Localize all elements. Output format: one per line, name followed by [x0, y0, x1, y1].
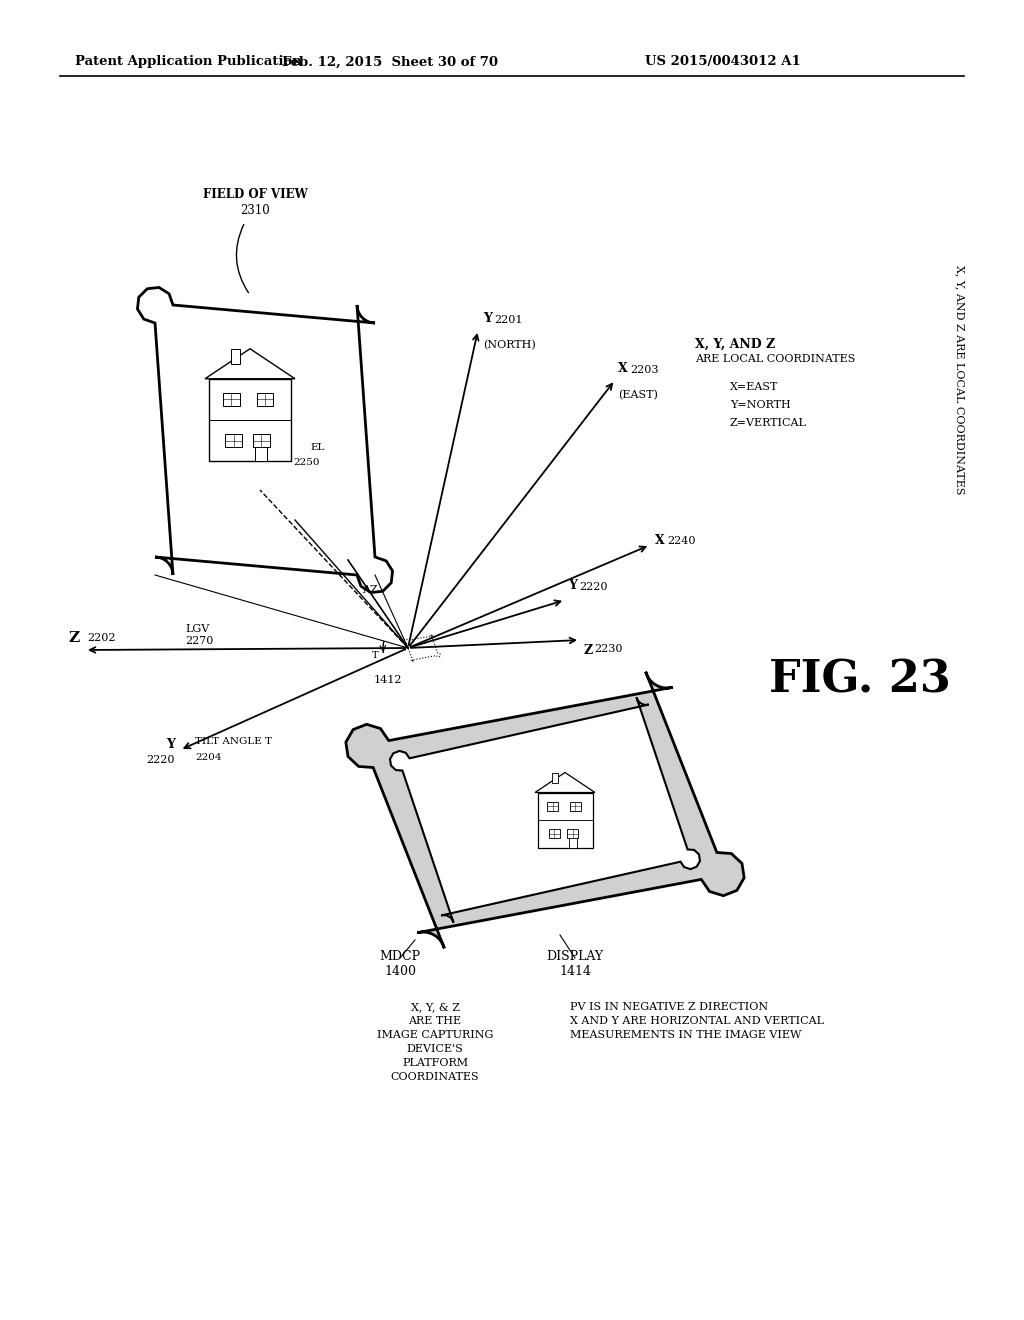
- Text: DEVICE'S: DEVICE'S: [407, 1044, 464, 1053]
- Text: Y: Y: [568, 579, 577, 591]
- Text: FIG. 23: FIG. 23: [769, 659, 951, 701]
- Bar: [567, 829, 578, 838]
- Text: Patent Application Publication: Patent Application Publication: [75, 55, 302, 69]
- Text: 2230: 2230: [594, 644, 623, 653]
- Text: Z: Z: [69, 631, 80, 645]
- Polygon shape: [205, 348, 295, 379]
- Bar: [547, 801, 558, 810]
- Text: X: X: [618, 362, 628, 375]
- Text: Y: Y: [166, 738, 175, 751]
- Text: EL: EL: [310, 444, 325, 451]
- Bar: [255, 441, 267, 461]
- Bar: [538, 792, 593, 847]
- Polygon shape: [137, 288, 392, 593]
- Text: X=EAST: X=EAST: [730, 381, 778, 392]
- Text: X, Y, AND Z: X, Y, AND Z: [695, 338, 775, 351]
- Text: 2240: 2240: [667, 536, 695, 546]
- Text: Feb. 12, 2015  Sheet 30 of 70: Feb. 12, 2015 Sheet 30 of 70: [282, 55, 498, 69]
- Text: X, Y, AND Z ARE LOCAL COORDINATES: X, Y, AND Z ARE LOCAL COORDINATES: [955, 265, 965, 495]
- Text: FIELD OF VIEW: FIELD OF VIEW: [203, 189, 307, 202]
- Text: 2270: 2270: [185, 636, 213, 645]
- Text: X AND Y ARE HORIZONTAL AND VERTICAL: X AND Y ARE HORIZONTAL AND VERTICAL: [570, 1016, 824, 1026]
- Text: IMAGE CAPTURING: IMAGE CAPTURING: [377, 1030, 494, 1040]
- Text: LGV: LGV: [185, 624, 209, 634]
- Polygon shape: [230, 348, 240, 364]
- Text: T: T: [372, 652, 378, 660]
- Text: 1400: 1400: [384, 965, 416, 978]
- Text: US 2015/0043012 A1: US 2015/0043012 A1: [645, 55, 801, 69]
- Text: 2203: 2203: [630, 366, 658, 375]
- Text: 2220: 2220: [579, 582, 607, 591]
- Polygon shape: [535, 772, 595, 792]
- Text: PV IS IN NEGATIVE Z DIRECTION: PV IS IN NEGATIVE Z DIRECTION: [570, 1002, 768, 1012]
- Text: (EAST): (EAST): [618, 389, 657, 400]
- Bar: [209, 379, 291, 461]
- Text: 1412: 1412: [374, 675, 402, 685]
- Text: MDCP: MDCP: [380, 950, 421, 964]
- Text: 2250: 2250: [293, 458, 319, 467]
- Bar: [223, 392, 240, 407]
- Text: 2310: 2310: [240, 203, 270, 216]
- Text: COORDINATES: COORDINATES: [391, 1072, 479, 1082]
- Text: AZ: AZ: [362, 585, 378, 595]
- Text: Y=NORTH: Y=NORTH: [730, 400, 791, 411]
- Text: Y: Y: [483, 312, 492, 325]
- Text: X, Y, & Z: X, Y, & Z: [411, 1002, 460, 1012]
- Bar: [225, 434, 242, 447]
- Text: MEASUREMENTS IN THE IMAGE VIEW: MEASUREMENTS IN THE IMAGE VIEW: [570, 1030, 802, 1040]
- Polygon shape: [552, 772, 558, 783]
- Text: (NORTH): (NORTH): [483, 341, 536, 350]
- Text: 2201: 2201: [494, 315, 522, 325]
- Text: ARE THE: ARE THE: [409, 1016, 462, 1026]
- Text: ARE LOCAL COORDINATES: ARE LOCAL COORDINATES: [695, 354, 855, 364]
- Bar: [568, 833, 577, 847]
- Text: X: X: [655, 535, 665, 548]
- Polygon shape: [346, 672, 744, 948]
- Bar: [253, 434, 269, 447]
- Polygon shape: [390, 697, 700, 923]
- Text: TILT ANGLE T: TILT ANGLE T: [195, 738, 272, 747]
- Text: 2220: 2220: [146, 755, 175, 766]
- Text: 2202: 2202: [87, 634, 116, 643]
- Text: 1414: 1414: [559, 965, 591, 978]
- Text: DISPLAY: DISPLAY: [547, 950, 603, 964]
- Bar: [257, 392, 273, 407]
- Text: PLATFORM: PLATFORM: [402, 1059, 468, 1068]
- Bar: [569, 801, 581, 810]
- Text: Z=VERTICAL: Z=VERTICAL: [730, 418, 807, 428]
- Text: 2204: 2204: [195, 754, 221, 763]
- Text: Z: Z: [583, 644, 592, 657]
- Bar: [549, 829, 559, 838]
